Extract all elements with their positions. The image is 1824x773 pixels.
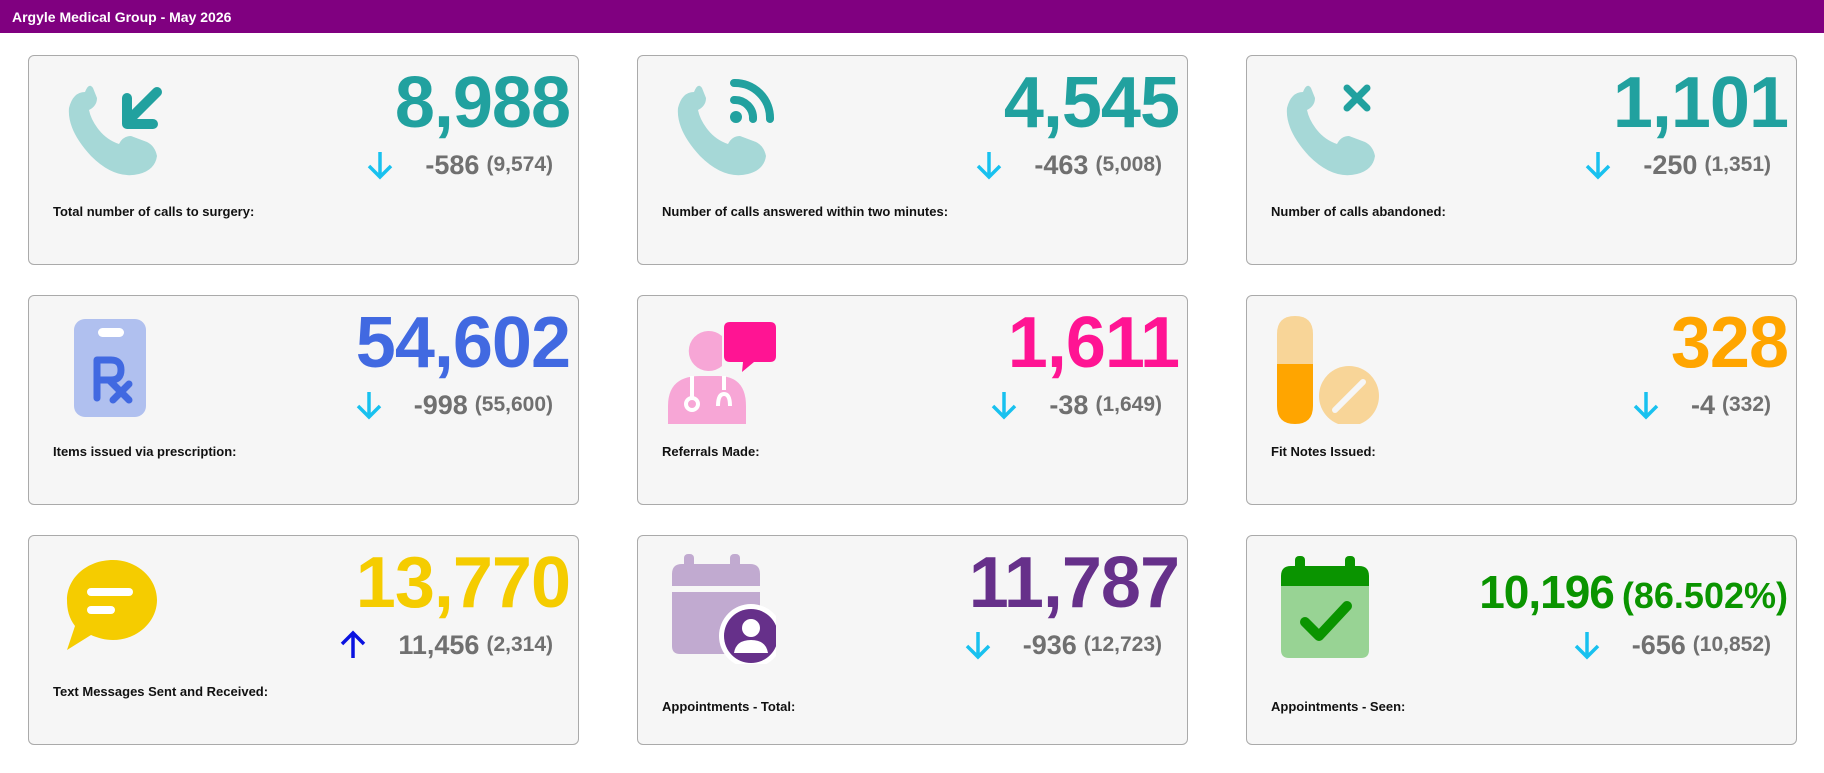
kpi-card-total-calls: 8,988 -586 (9,574) Total number of calls… [28, 55, 579, 265]
kpi-change: 11,456 (2,314) [340, 628, 553, 662]
arrow-down-icon [1585, 150, 1611, 180]
kpi-previous: (5,008) [1095, 153, 1162, 176]
kpi-delta: -998 [413, 389, 468, 420]
prescription-icon [57, 314, 167, 424]
kpi-change: -936 (12,723) [965, 628, 1162, 662]
kpi-change: -4 (332) [1633, 388, 1771, 422]
kpi-previous: (10,852) [1692, 633, 1771, 656]
arrow-down-icon [1574, 630, 1600, 660]
kpi-previous: (9,574) [486, 153, 553, 176]
calendar-check-icon [1275, 554, 1385, 664]
kpi-previous: (2,314) [486, 633, 553, 656]
kpi-previous: (12,723) [1083, 633, 1162, 656]
phone-incoming-icon [57, 74, 167, 184]
kpi-label: Referrals Made: [662, 444, 760, 459]
kpi-label: Total number of calls to surgery: [53, 204, 255, 219]
kpi-value: 1,101 [1612, 63, 1789, 143]
page-title: Argyle Medical Group - May 2026 [12, 9, 232, 25]
kpi-delta: -656 [1631, 629, 1686, 660]
kpi-change: -998 (55,600) [356, 388, 553, 422]
kpi-change: -463 (5,008) [976, 148, 1162, 182]
kpi-change: -250 (1,351) [1585, 148, 1771, 182]
kpi-delta: -586 [425, 149, 480, 180]
phone-missed-icon [1275, 74, 1385, 184]
kpi-label: Fit Notes Issued: [1271, 444, 1376, 459]
kpi-card-calls-abandoned: 1,101 -250 (1,351) Number of calls aband… [1246, 55, 1797, 265]
kpi-change: -656 (10,852) [1574, 628, 1771, 662]
kpi-percentage: (86.502%) [1621, 575, 1788, 616]
arrow-down-icon [991, 390, 1017, 420]
kpi-card-appointments-seen: 10,196 (86.502%) -656 (10,852) Appointmen… [1246, 535, 1797, 745]
kpi-delta: 11,456 [398, 629, 480, 660]
kpi-value: 328 [1670, 303, 1789, 383]
arrow-up-icon [340, 630, 366, 660]
kpi-value: 1,611 [1007, 303, 1180, 383]
arrow-down-icon [965, 630, 991, 660]
kpi-card-referrals: 1,611 -38 (1,649) Referrals Made: [637, 295, 1188, 505]
kpi-delta: -936 [1022, 629, 1077, 660]
kpi-card-appointments-total: 11,787 -936 (12,723) Appointments - Tota… [637, 535, 1188, 745]
arrow-down-icon [976, 150, 1002, 180]
kpi-delta: -38 [1049, 389, 1089, 420]
doctor-chat-icon [666, 314, 776, 424]
kpi-delta: -250 [1643, 149, 1698, 180]
kpi-delta: -4 [1690, 389, 1715, 420]
arrow-down-icon [367, 150, 393, 180]
kpi-label: Appointments - Seen: [1271, 699, 1406, 714]
kpi-previous: (1,351) [1704, 153, 1771, 176]
kpi-previous: (332) [1721, 393, 1771, 416]
kpi-previous: (55,600) [474, 393, 553, 416]
kpi-delta: -463 [1034, 149, 1089, 180]
kpi-change: -38 (1,649) [991, 388, 1162, 422]
kpi-label: Items issued via prescription: [53, 444, 237, 459]
kpi-value: 4,545 [1003, 63, 1180, 143]
kpi-change: -586 (9,574) [367, 148, 553, 182]
kpi-value: 13,770 [355, 543, 571, 623]
kpi-label: Number of calls abandoned: [1271, 204, 1446, 219]
kpi-card-text-messages: 13,770 11,456 (2,314) Text Messages Sent… [28, 535, 579, 745]
kpi-value: 11,787 [968, 543, 1180, 623]
kpi-card-prescriptions: 54,602 -998 (55,600) Items issued via pr… [28, 295, 579, 505]
kpi-value: 54,602 [355, 303, 571, 383]
arrow-down-icon [1633, 390, 1659, 420]
kpi-value: 8,988 [394, 63, 571, 143]
kpi-label: Appointments - Total: [662, 699, 796, 714]
calendar-user-icon [666, 554, 776, 664]
kpi-value-group: 10,196 (86.502%) [1479, 564, 1788, 624]
chat-bubble-icon [57, 554, 167, 664]
kpi-value: 10,196 [1479, 566, 1615, 618]
header-bar: Argyle Medical Group - May 2026 [0, 0, 1824, 33]
arrow-down-icon [356, 390, 382, 420]
phone-signal-icon [666, 74, 776, 184]
kpi-card-calls-answered: 4,545 -463 (5,008) Number of calls answe… [637, 55, 1188, 265]
kpi-card-fit-notes: 328 -4 (332) Fit Notes Issued: [1246, 295, 1797, 505]
kpi-label: Number of calls answered within two minu… [662, 204, 949, 219]
kpi-previous: (1,649) [1095, 393, 1162, 416]
pills-icon [1275, 314, 1385, 424]
kpi-label: Text Messages Sent and Received: [53, 684, 269, 699]
